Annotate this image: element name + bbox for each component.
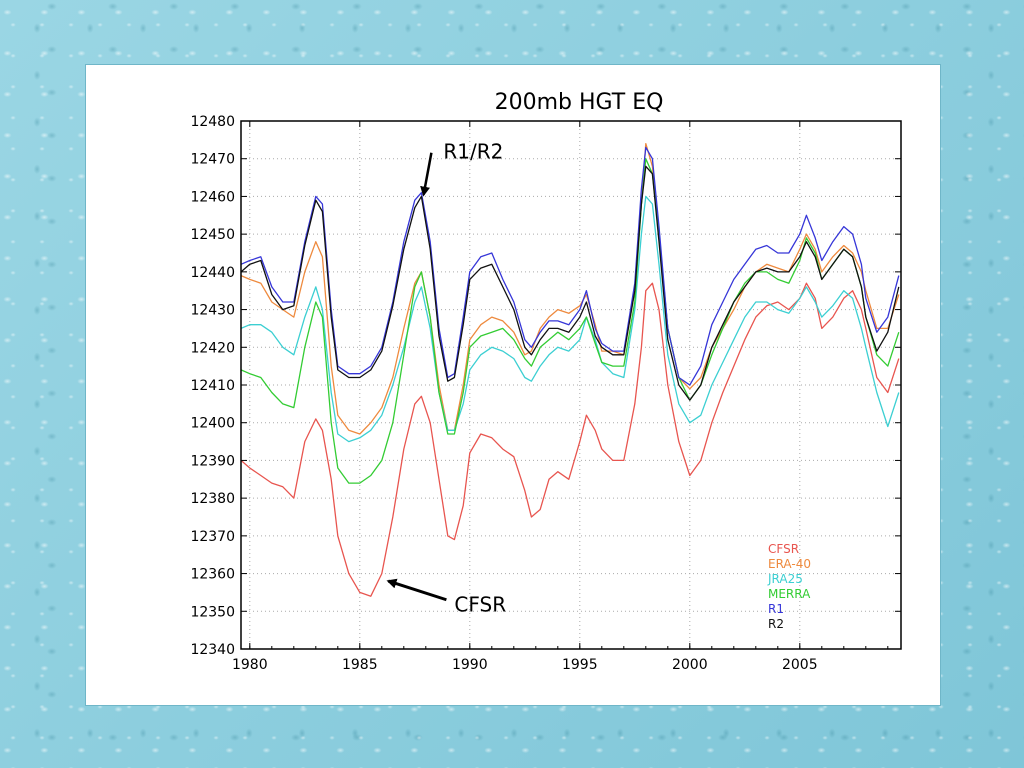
legend-entry: JRA25 (767, 572, 803, 586)
series-group (240, 142, 900, 597)
chart: 200mb HGT EQ 123401235012360123701238012… (190, 90, 902, 673)
series-line-jra25 (240, 195, 900, 443)
annotation-label: R1/R2 (443, 140, 503, 164)
series-line-r2 (240, 165, 900, 401)
series-line-cfsr (240, 282, 900, 597)
annotation-label: CFSR (454, 593, 506, 617)
y-tick-label: 12440 (190, 265, 235, 281)
y-tick-label: 12420 (190, 340, 235, 356)
y-tick-label: 12430 (190, 303, 235, 319)
y-tick-label: 12400 (190, 416, 235, 432)
legend-entry: R2 (768, 617, 784, 631)
annotations: R1/R2 CFSR (386, 140, 506, 617)
slide-panel: 200mb HGT EQ 12340 12350 12360 12370 12380 12… (86, 65, 940, 705)
ticks: 12340 12350 12360 12370 12380 12390 12400 12410… (190, 114, 901, 673)
y-tick-label: 12380 (190, 491, 235, 507)
y-tick-label: 12350 (190, 604, 235, 620)
chart-title: 200mb HGT EQ (495, 90, 664, 115)
x-tick-label: 1995 (562, 657, 598, 673)
y-tick-label: 12410 (190, 378, 235, 394)
y-tick-label: 12470 (190, 152, 235, 168)
legend-entry: R1 (768, 602, 784, 616)
legend-entry: ERA-40 (768, 557, 811, 571)
y-tick-label: 12390 (190, 453, 235, 469)
x-tick-label: 1985 (342, 657, 378, 673)
x-tick-label: 2000 (672, 657, 708, 673)
y-tick-label: 12340 (190, 642, 235, 658)
x-tick-label: 1980 (232, 657, 268, 673)
y-tick-label: 12370 (190, 529, 235, 545)
series-line-merra (240, 158, 900, 484)
series-line-era-40 (240, 142, 900, 435)
x-tick-label: 1990 (452, 657, 488, 673)
annotation-arrow (386, 578, 447, 602)
y-tick-label: 12450 (190, 227, 235, 243)
y-tick-label: 12480 (190, 114, 235, 130)
annotation-arrow (420, 152, 433, 197)
series-line-r1 (240, 146, 900, 386)
x-tick-label: 2005 (782, 657, 818, 673)
y-tick-label: 12460 (190, 189, 235, 205)
legend-entry: MERRA (768, 587, 811, 601)
y-tick-label: 12360 (190, 567, 235, 583)
legend-entry: CFSR (768, 542, 799, 556)
